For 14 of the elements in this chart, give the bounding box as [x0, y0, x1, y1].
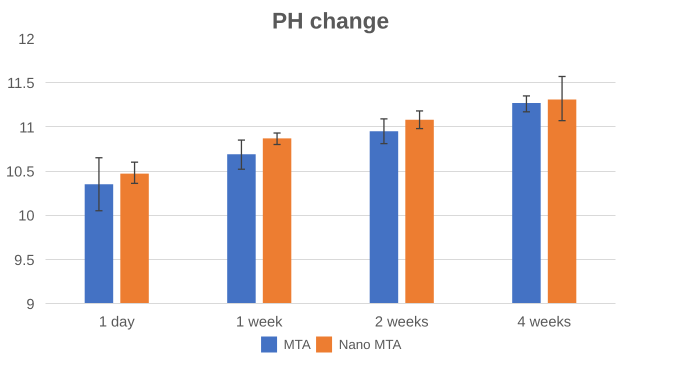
- y-tick-label: 12: [18, 32, 35, 48]
- y-tick-label: 10: [18, 208, 35, 225]
- y-tick-label: 11: [19, 120, 35, 136]
- x-tick-label: 4 weeks: [517, 314, 572, 330]
- x-tick-label: 1 week: [236, 314, 284, 330]
- x-tick-label: 2 weeks: [374, 314, 429, 330]
- y-tick-label: 11.5: [7, 76, 34, 92]
- legend-label: MTA: [284, 336, 311, 352]
- y-tick-label: 9: [26, 297, 35, 313]
- x-tick-label: 1 day: [98, 314, 136, 330]
- legend-label: Nano MTA: [338, 336, 402, 352]
- y-tick-label: 9.5: [14, 252, 34, 269]
- y-tick-label: 10.5: [6, 164, 35, 180]
- chart-title: PH change: [272, 8, 390, 34]
